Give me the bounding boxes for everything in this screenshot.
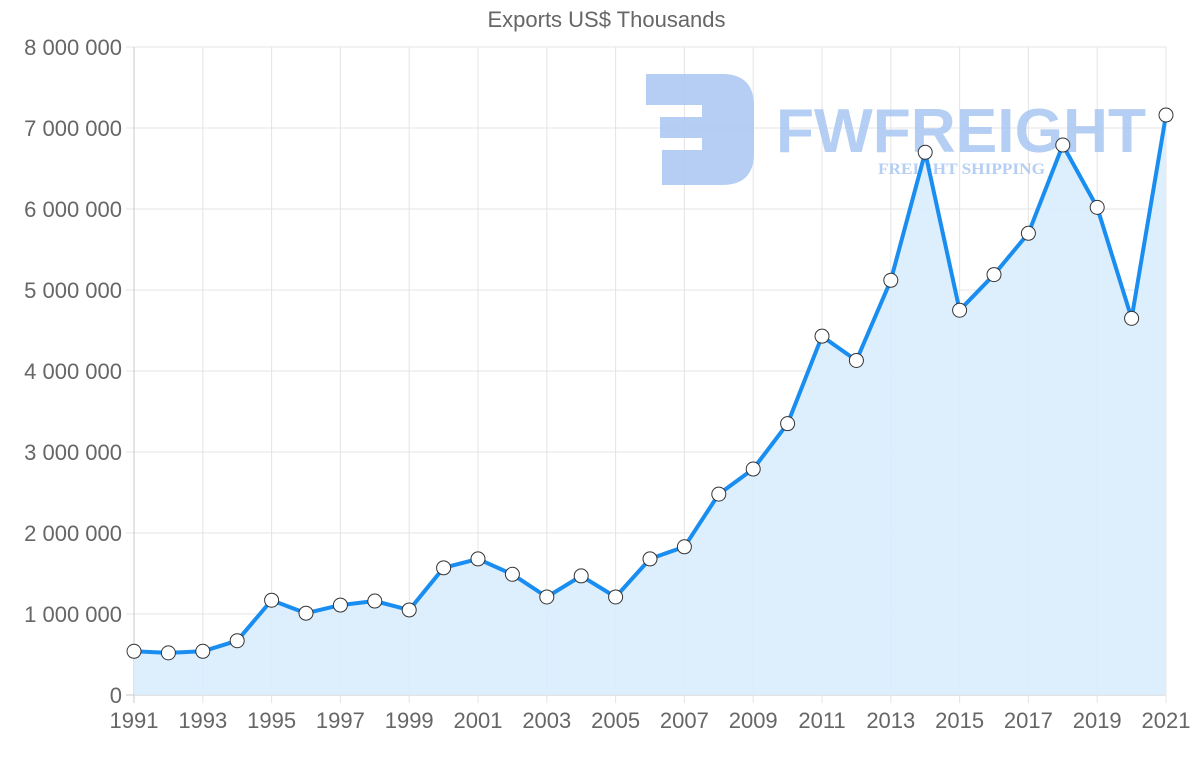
data-point[interactable] [1089,199,1105,215]
x-tick-label: 2021 [1142,708,1191,733]
data-point[interactable] [436,560,452,576]
data-point[interactable] [745,461,761,477]
data-point[interactable] [711,486,727,502]
x-tick-label: 2019 [1073,708,1122,733]
data-point[interactable] [264,592,280,608]
data-point[interactable] [401,602,417,618]
x-tick-label: 1999 [385,708,434,733]
y-tick-label: 3 000 000 [24,440,122,465]
y-tick-label: 5 000 000 [24,278,122,303]
x-tick-label: 2003 [522,708,571,733]
y-tick-label: 1 000 000 [24,602,122,627]
x-tick-label: 2015 [935,708,984,733]
x-tick-label: 2007 [660,708,709,733]
data-points [126,107,1174,661]
data-point[interactable] [1124,310,1140,326]
chart-title: Exports US$ Thousands [487,7,726,32]
x-tick-label: 1991 [110,708,159,733]
data-point[interactable] [539,589,555,605]
data-point[interactable] [1020,225,1036,241]
x-tick-label: 2013 [866,708,915,733]
data-point[interactable] [229,633,245,649]
x-tick-label: 2001 [454,708,503,733]
data-point[interactable] [332,597,348,613]
data-point[interactable] [883,272,899,288]
y-tick-label: 7 000 000 [24,116,122,141]
data-point[interactable] [608,589,624,605]
data-point[interactable] [298,605,314,621]
data-point[interactable] [367,593,383,609]
data-point[interactable] [642,551,658,567]
x-tick-label: 1995 [247,708,296,733]
data-point[interactable] [780,416,796,432]
x-tick-label: 1997 [316,708,365,733]
x-tick-label: 2009 [729,708,778,733]
watermark-brand-text: FWFREIGHT [776,97,1146,166]
area-fill [134,115,1166,695]
data-point[interactable] [917,144,933,160]
x-tick-label: 2011 [798,708,845,733]
y-axis: 0 1 000 000 2 000 000 3 000 000 4 000 000 5 0… [24,35,122,708]
x-tick-label: 1993 [178,708,227,733]
data-point[interactable] [986,267,1002,283]
watermark-tagline-text: FREIGHT SHIPPING [878,161,1046,178]
y-tick-label: 2 000 000 [24,521,122,546]
data-point[interactable] [1158,107,1174,123]
data-point[interactable] [952,302,968,318]
data-point[interactable] [126,643,142,659]
x-tick-label: 2005 [591,708,640,733]
data-point[interactable] [676,539,692,555]
brand-logo-icon [646,74,754,185]
data-point[interactable] [504,566,520,582]
data-point[interactable] [470,551,486,567]
y-tick-label: 8 000 000 [24,35,122,60]
x-tick-label: 2017 [1004,708,1053,733]
data-point[interactable] [573,568,589,584]
y-tick-label: 6 000 000 [24,197,122,222]
y-tick-label: 4 000 000 [24,359,122,384]
data-point[interactable] [195,643,211,659]
data-point[interactable] [848,352,864,368]
y-tick-label: 0 [110,683,122,708]
x-axis: 1991 1993 1995 1997 1999 2001 2003 2005 2007 2009… [110,708,1191,733]
data-point[interactable] [1055,137,1071,153]
data-point[interactable] [814,328,830,344]
data-point[interactable] [160,645,176,661]
